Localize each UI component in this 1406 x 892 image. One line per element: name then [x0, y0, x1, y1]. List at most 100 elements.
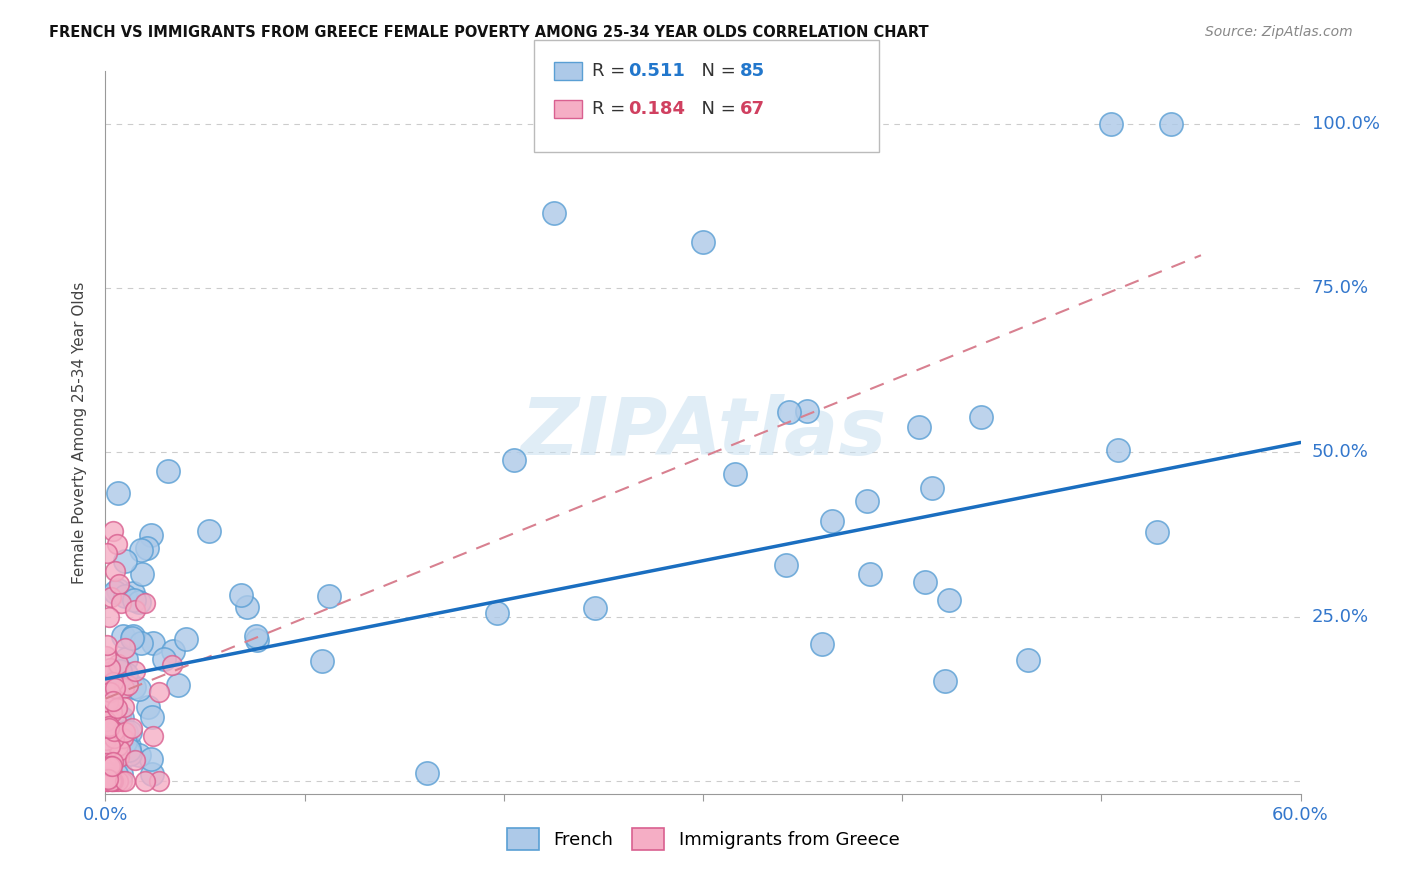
Point	[157, 463, 180, 477]
Text: R =: R =	[592, 62, 631, 80]
Point	[1017, 652, 1039, 666]
Point	[110, 767, 132, 781]
Point	[100, 759, 122, 773]
Point	[103, 723, 125, 738]
Point	[1146, 524, 1168, 539]
Point	[114, 735, 136, 749]
Point	[110, 664, 132, 678]
Point	[231, 588, 253, 602]
Point	[98, 739, 121, 753]
Point	[142, 729, 165, 743]
Point	[103, 694, 125, 708]
Point	[110, 596, 132, 610]
Point	[114, 641, 136, 656]
Point	[970, 409, 993, 424]
Point	[914, 574, 936, 589]
Point	[96, 702, 118, 716]
Text: 67: 67	[740, 100, 765, 118]
Point	[134, 773, 156, 788]
Text: 0.184: 0.184	[628, 100, 686, 118]
Point	[114, 735, 136, 749]
Point	[921, 482, 943, 496]
Point	[112, 699, 135, 714]
Point	[101, 702, 124, 716]
Point	[96, 714, 118, 728]
Point	[100, 590, 122, 604]
Point	[162, 644, 184, 658]
Point	[115, 652, 138, 666]
Point	[938, 593, 960, 607]
Point	[103, 731, 125, 745]
Point	[129, 542, 152, 557]
Point	[485, 606, 508, 620]
Point	[101, 675, 124, 690]
Text: ZIPAtlas: ZIPAtlas	[520, 393, 886, 472]
Text: 50.0%: 50.0%	[1312, 443, 1368, 461]
Point	[100, 773, 122, 788]
Point	[104, 675, 127, 690]
Point	[107, 750, 129, 764]
Point	[245, 629, 267, 643]
Point	[246, 632, 269, 647]
Point	[97, 767, 120, 781]
Point	[107, 657, 129, 671]
Point	[120, 725, 142, 739]
Point	[105, 701, 128, 715]
Point	[160, 658, 183, 673]
Point	[236, 600, 259, 615]
Point	[724, 467, 747, 482]
Point	[97, 610, 120, 624]
Text: 85: 85	[740, 62, 765, 80]
Text: R =: R =	[592, 100, 631, 118]
Point	[107, 739, 129, 754]
Point	[128, 595, 150, 609]
Point	[107, 486, 129, 500]
Point	[96, 546, 118, 560]
Point	[131, 567, 153, 582]
Point	[101, 770, 124, 784]
Point	[112, 731, 135, 745]
Point	[198, 524, 221, 538]
Point	[934, 674, 956, 689]
Legend: French, Immigrants from Greece: French, Immigrants from Greece	[499, 821, 907, 857]
Point	[115, 667, 138, 681]
Point	[311, 654, 333, 668]
Point	[583, 601, 606, 615]
Point	[114, 725, 136, 739]
Point	[96, 773, 118, 788]
Point	[124, 664, 146, 678]
Point	[142, 636, 165, 650]
Point	[103, 773, 125, 788]
Point	[97, 773, 120, 788]
Point	[134, 596, 156, 610]
Point	[821, 515, 844, 529]
Point	[128, 748, 150, 763]
Text: N =: N =	[690, 100, 742, 118]
Point	[104, 564, 127, 578]
Point	[129, 636, 152, 650]
Point	[107, 583, 129, 598]
Point	[111, 731, 134, 745]
Point	[121, 721, 143, 735]
Point	[97, 682, 120, 697]
Point	[94, 714, 117, 729]
Point	[104, 584, 127, 599]
Point	[796, 404, 818, 418]
Point	[111, 773, 134, 788]
Point	[94, 756, 117, 770]
Point	[104, 767, 127, 781]
Point	[1099, 117, 1122, 131]
Point	[139, 527, 162, 541]
Point	[124, 603, 146, 617]
Point	[98, 685, 121, 699]
Point	[107, 537, 129, 551]
Point	[416, 765, 439, 780]
Point	[101, 773, 124, 788]
Point	[124, 753, 146, 767]
Point	[117, 678, 139, 692]
Point	[1107, 442, 1129, 457]
Point	[94, 732, 117, 747]
Point	[101, 739, 124, 754]
Point	[859, 566, 882, 581]
Point	[775, 558, 797, 572]
